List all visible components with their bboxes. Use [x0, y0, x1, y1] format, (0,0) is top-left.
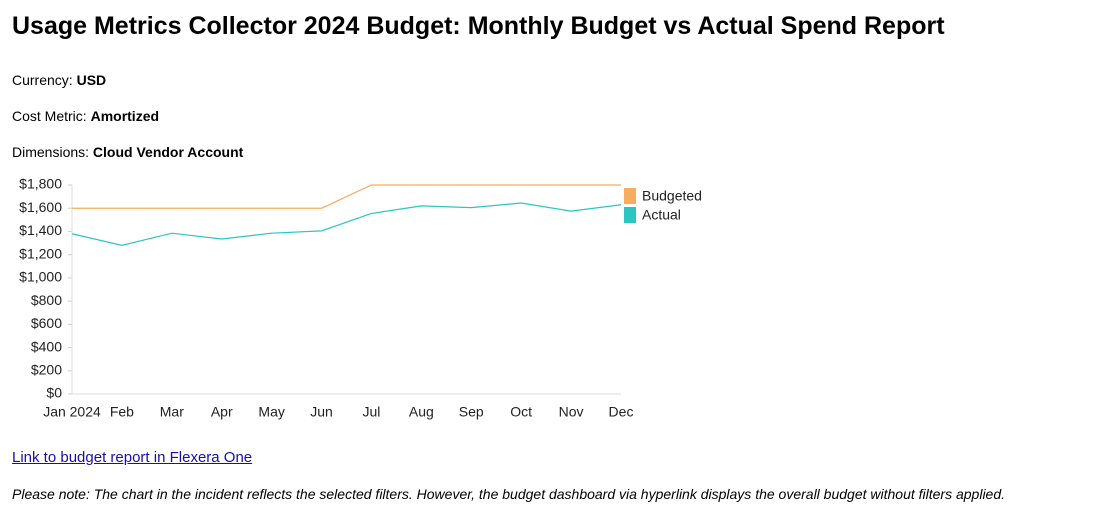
x-tick-label: Dec: [609, 404, 634, 420]
x-tick-label: Sep: [459, 404, 484, 420]
x-tick-label: Jul: [363, 404, 381, 420]
x-tick-label: Feb: [110, 404, 134, 420]
title: Usage Metrics Collector 2024 Budget: Mon…: [12, 12, 945, 40]
field-value: Cloud Vendor Account: [92, 144, 244, 160]
x-tick-label: Jan 2024: [43, 404, 101, 420]
y-tick-label: $600: [31, 315, 62, 331]
field-value: USD: [76, 72, 107, 88]
x-tick-label: Aug: [409, 404, 434, 420]
report-link[interactable]: Link to budget report in Flexera One: [12, 449, 253, 466]
x-tick-label: Nov: [559, 404, 584, 420]
legend-label: Actual: [642, 207, 681, 223]
x-tick-label: Mar: [160, 404, 184, 420]
field: Dimensions: Cloud Vendor Account: [12, 144, 243, 160]
y-tick-label: $1,400: [19, 222, 62, 238]
legend-swatch: [624, 207, 636, 223]
y-tick-label: $1,000: [19, 269, 62, 285]
y-tick-label: $400: [31, 338, 62, 354]
field-label: Cost Metric:: [12, 108, 87, 124]
x-tick-label: Jun: [310, 404, 333, 420]
chart: $0 $200 $400 $600 $800 $1,000 $1,200 $1,400 $1,6…: [19, 176, 702, 420]
field-label: Currency:: [12, 72, 73, 88]
line-series: [72, 184, 621, 209]
x-tick-label: Oct: [510, 404, 532, 420]
field: Cost Metric: Amortized: [12, 108, 159, 124]
field: Currency: USD: [12, 72, 106, 88]
x-tick-label: May: [258, 404, 284, 420]
y-tick-label: $200: [31, 361, 62, 377]
y-tick-label: $1,200: [19, 245, 62, 261]
legend-swatch: [624, 188, 636, 204]
x-tick-label: Apr: [211, 404, 233, 420]
y-tick-label: $1,600: [19, 199, 62, 215]
field-value: Amortized: [90, 108, 160, 124]
note: Please note: The chart in the incident r…: [12, 486, 1006, 502]
y-tick-label: $800: [31, 292, 62, 308]
y-tick-label: $1,800: [19, 176, 62, 192]
legend-label: Budgeted: [642, 188, 702, 204]
y-tick-label: $0: [46, 385, 62, 401]
line-series: [71, 202, 622, 246]
field-label: Dimensions:: [12, 144, 90, 160]
